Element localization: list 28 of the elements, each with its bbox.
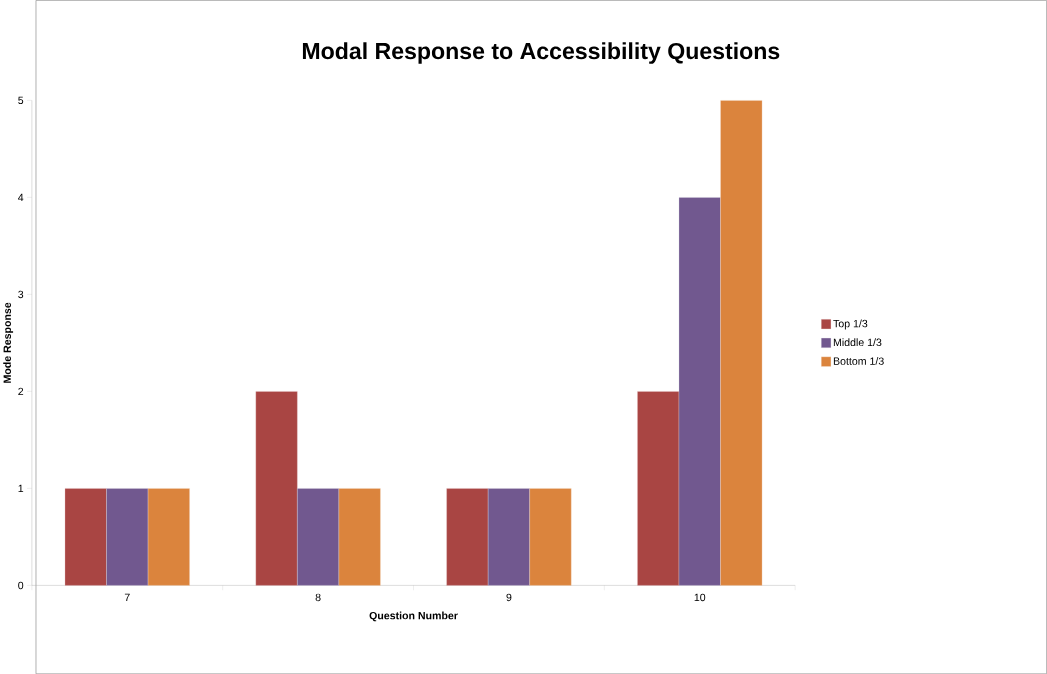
bar (678, 197, 721, 586)
legend-label: Middle 1/3 (833, 338, 882, 347)
y-tick-label: 4 (18, 193, 24, 201)
legend-label: Top 1/3 (833, 319, 868, 330)
x-tick-label: 7 (124, 593, 130, 601)
x-tick-label: 8 (315, 593, 321, 602)
bar (720, 100, 763, 586)
bar (637, 391, 680, 586)
bar (106, 488, 149, 586)
y-tick-label: 0 (18, 581, 24, 590)
y-tick-label: 5 (18, 96, 24, 104)
bar (488, 488, 530, 586)
bar (529, 488, 572, 586)
bar (64, 488, 107, 586)
x-axis-title: Question Number (369, 611, 458, 622)
y-tick-label: 2 (18, 387, 24, 395)
bar (255, 391, 298, 586)
chart-title: Modal Response to Accessibility Questions (302, 42, 780, 64)
bar (338, 488, 381, 586)
y-tick-label: 3 (18, 290, 24, 299)
legend-label: Bottom 1/3 (833, 357, 884, 365)
x-tick-label: 9 (506, 593, 512, 602)
x-tick-label: 10 (694, 593, 706, 602)
y-axis-title: Mode Response (3, 302, 14, 383)
bar (297, 488, 340, 586)
y-tick-label: 1 (18, 484, 24, 492)
bar (446, 488, 489, 586)
bar (147, 488, 190, 586)
